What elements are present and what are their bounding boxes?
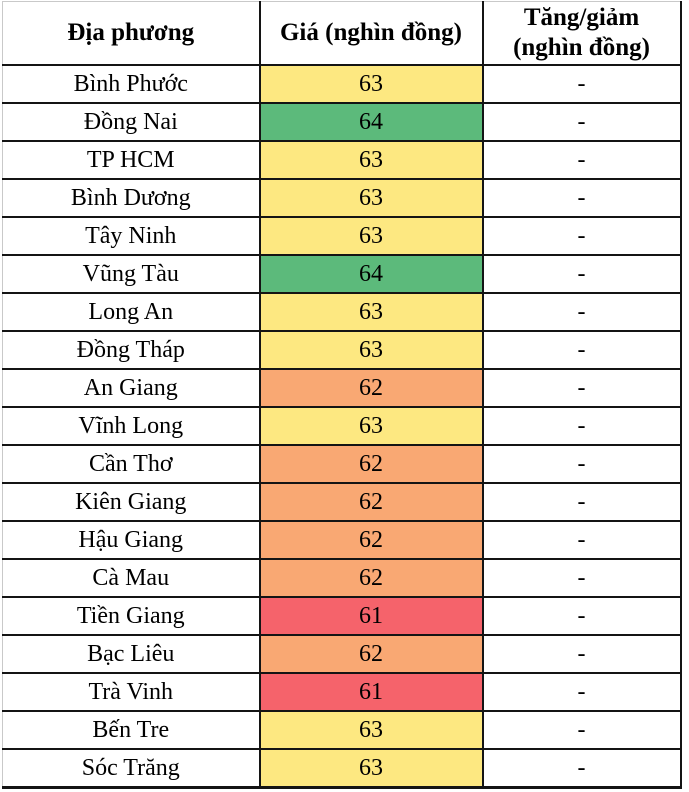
price-cell: 63: [258, 330, 484, 370]
province-cell: Kiên Giang: [2, 482, 261, 522]
change-cell: -: [481, 330, 682, 370]
change-cell: -: [481, 520, 682, 560]
price-cell: 62: [258, 482, 484, 522]
table-row: Trà Vinh 61-: [2, 672, 682, 712]
change-cell: -: [481, 748, 682, 789]
price-cell: 63: [258, 178, 484, 218]
province-cell: Đồng Tháp: [2, 330, 261, 370]
price-cell: 63: [258, 406, 484, 446]
table-row: An Giang 62-: [2, 368, 682, 408]
change-cell: -: [481, 64, 682, 104]
header-change: Tăng/giảm (nghìn đồng): [481, 1, 682, 66]
price-cell: 62: [258, 444, 484, 484]
change-cell: -: [481, 178, 682, 218]
table-row: Bình Phước 63-: [2, 64, 682, 104]
province-cell: Trà Vinh: [2, 672, 261, 712]
province-cell: Đồng Nai: [2, 102, 261, 142]
price-cell: 63: [258, 748, 484, 789]
province-cell: Hậu Giang: [2, 520, 261, 560]
price-cell: 62: [258, 368, 484, 408]
table-row: Bình Dương 63-: [2, 178, 682, 218]
table-row: Bạc Liêu 62-: [2, 634, 682, 674]
table-row: Cà Mau 62-: [2, 558, 682, 598]
table-body: Bình Phước 63- Đồng Nai 64- TP HCM 63- Bình Dư…: [2, 64, 682, 789]
province-cell: Tây Ninh: [2, 216, 261, 256]
change-cell: -: [481, 292, 682, 332]
table-row: Cần Thơ 62-: [2, 444, 682, 484]
table-row: Đồng Tháp 63-: [2, 330, 682, 370]
table-row: Vĩnh Long 63-: [2, 406, 682, 446]
province-cell: Sóc Trăng: [2, 748, 261, 789]
province-cell: Long An: [2, 292, 261, 332]
price-cell: 63: [258, 140, 484, 180]
price-cell: 62: [258, 634, 484, 674]
header-province: Địa phương: [2, 1, 261, 66]
province-cell: Bạc Liêu: [2, 634, 261, 674]
table-row: Đồng Nai 64-: [2, 102, 682, 142]
price-cell: 63: [258, 64, 484, 104]
change-cell: -: [481, 482, 682, 522]
price-cell: 62: [258, 520, 484, 560]
table-row: Bến Tre 63-: [2, 710, 682, 750]
change-cell: -: [481, 558, 682, 598]
price-cell: 63: [258, 710, 484, 750]
table-row: Tiền Giang 61-: [2, 596, 682, 636]
province-cell: Bình Dương: [2, 178, 261, 218]
table-row: Tây Ninh 63-: [2, 216, 682, 256]
province-cell: Bến Tre: [2, 710, 261, 750]
table-row: Hậu Giang 62-: [2, 520, 682, 560]
header-price: Giá (nghìn đồng): [258, 1, 484, 66]
province-cell: Bình Phước: [2, 64, 261, 104]
change-cell: -: [481, 368, 682, 408]
province-cell: Tiền Giang: [2, 596, 261, 636]
price-cell: 61: [258, 596, 484, 636]
province-cell: Cần Thơ: [2, 444, 261, 484]
province-cell: TP HCM: [2, 140, 261, 180]
table-row: Kiên Giang 62-: [2, 482, 682, 522]
change-cell: -: [481, 140, 682, 180]
province-cell: Cà Mau: [2, 558, 261, 598]
price-cell: 61: [258, 672, 484, 712]
table-row: TP HCM 63-: [2, 140, 682, 180]
change-cell: -: [481, 102, 682, 142]
table-row: Sóc Trăng 63-: [2, 748, 682, 789]
change-cell: -: [481, 634, 682, 674]
change-cell: -: [481, 444, 682, 484]
change-cell: -: [481, 596, 682, 636]
header-row: Địa phương Giá (nghìn đồng) Tăng/giảm (n…: [2, 1, 682, 66]
price-cell: 63: [258, 292, 484, 332]
table-row: Long An 63-: [2, 292, 682, 332]
price-cell: 64: [258, 102, 484, 142]
price-cell: 62: [258, 558, 484, 598]
province-cell: Vĩnh Long: [2, 406, 261, 446]
table-header: Địa phương Giá (nghìn đồng) Tăng/giảm (n…: [2, 1, 682, 66]
change-cell: -: [481, 406, 682, 446]
change-cell: -: [481, 672, 682, 712]
province-cell: Vũng Tàu: [2, 254, 261, 294]
change-cell: -: [481, 710, 682, 750]
table-row: Vũng Tàu 64-: [2, 254, 682, 294]
price-cell: 64: [258, 254, 484, 294]
change-cell: -: [481, 216, 682, 256]
province-cell: An Giang: [2, 368, 261, 408]
price-cell: 63: [258, 216, 484, 256]
change-cell: -: [481, 254, 682, 294]
